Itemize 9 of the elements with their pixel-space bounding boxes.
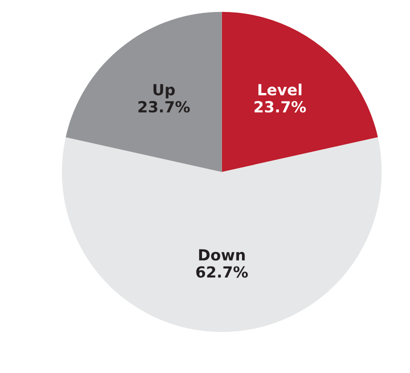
data-label: 23.7%: [254, 101, 306, 113]
slice-label: Up: [154, 84, 175, 98]
slice-label: Level: [258, 84, 302, 96]
pie-slice: [222, 12, 378, 172]
pie-slice: [62, 137, 382, 332]
pie-slice: [66, 12, 222, 172]
data-label: 23.7%: [138, 101, 190, 113]
slice-label: Down: [199, 249, 245, 261]
data-label: 62.7%: [196, 266, 248, 278]
